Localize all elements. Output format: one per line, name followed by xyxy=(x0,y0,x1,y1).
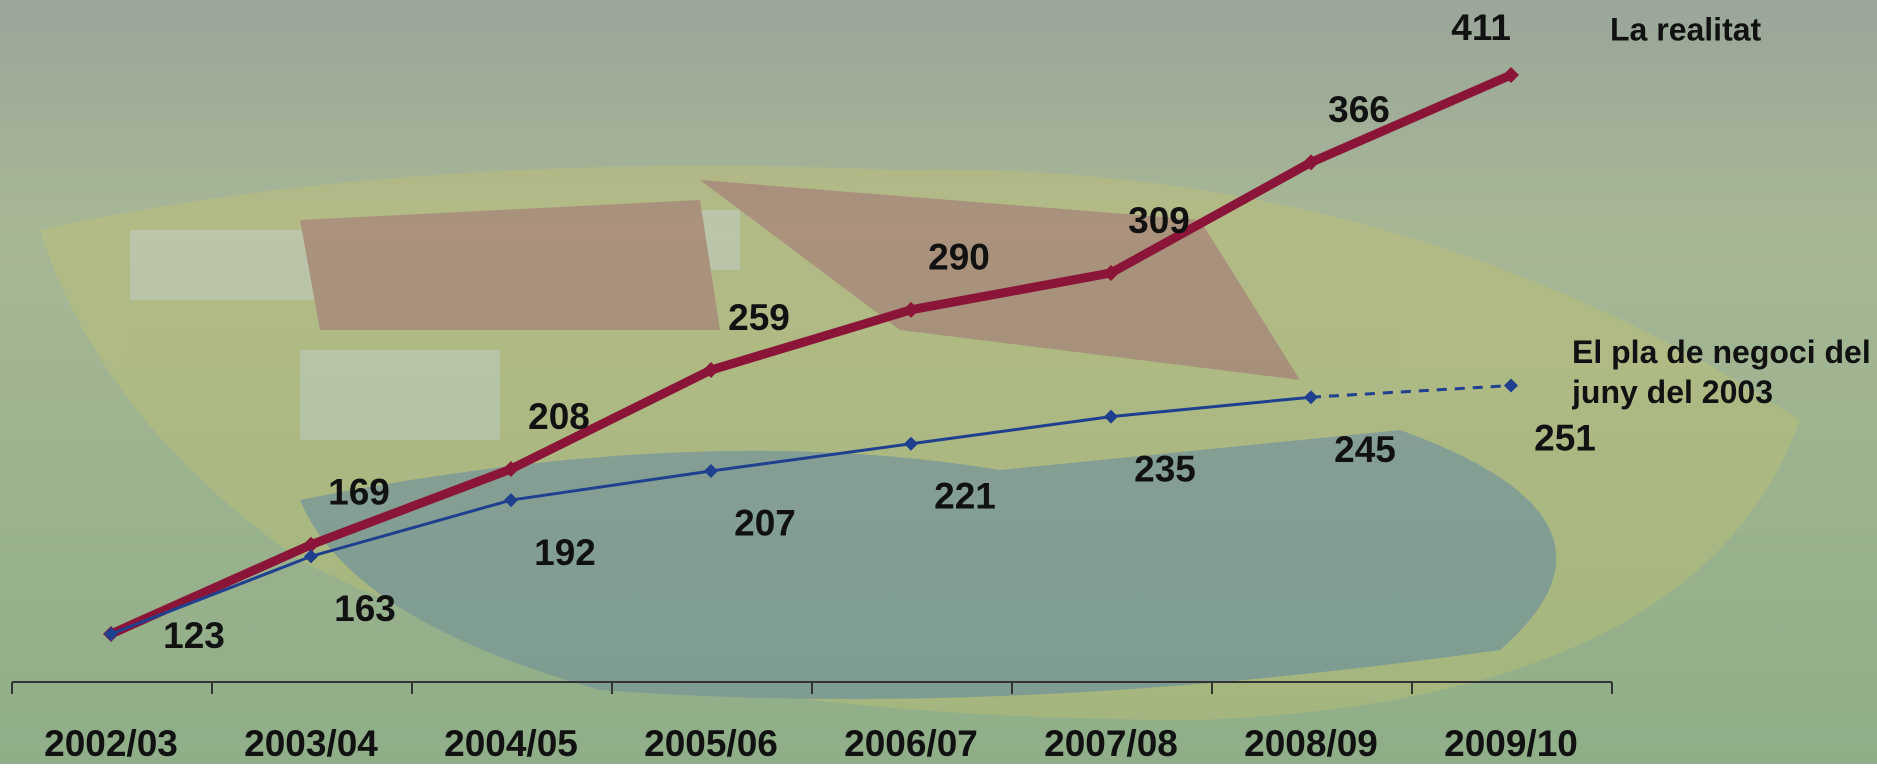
data-label: 251 xyxy=(1534,417,1596,458)
series-name: La realitat xyxy=(1610,11,1762,47)
data-label: 290 xyxy=(928,237,990,278)
data-label: 192 xyxy=(534,532,596,573)
marker xyxy=(1104,409,1118,424)
series-line xyxy=(109,70,1513,639)
x-tick-label: 2008/09 xyxy=(1244,723,1378,764)
data-label: 123 xyxy=(163,615,225,656)
data-label: 207 xyxy=(734,503,796,544)
marker xyxy=(1303,154,1319,171)
data-label: 235 xyxy=(1134,448,1196,489)
marker xyxy=(1103,264,1119,281)
data-label: 221 xyxy=(934,476,996,517)
data-label: 245 xyxy=(1334,429,1396,470)
x-tick-label: 2007/08 xyxy=(1044,723,1178,764)
marker xyxy=(503,461,519,478)
data-label: 208 xyxy=(528,396,590,437)
marker xyxy=(303,536,319,553)
marker xyxy=(1304,390,1318,405)
x-tick-label: 2006/07 xyxy=(844,723,978,764)
x-tick-label: 2004/05 xyxy=(444,723,578,764)
marker xyxy=(704,463,718,478)
marker xyxy=(304,549,318,564)
series-name-box: El pla de negoci del juny del 2003 xyxy=(1572,334,1871,410)
x-tick-label: 2003/04 xyxy=(244,723,378,764)
data-label: 366 xyxy=(1328,89,1390,130)
data-label: 259 xyxy=(728,297,790,338)
data-label: 163 xyxy=(334,588,396,629)
x-tick-label: 2002/03 xyxy=(44,723,178,764)
data-label: 309 xyxy=(1128,200,1190,241)
marker xyxy=(1504,378,1518,393)
marker xyxy=(1503,67,1519,83)
marker xyxy=(904,436,918,451)
marker xyxy=(504,493,518,508)
series-line-dashed xyxy=(1310,384,1512,399)
marker xyxy=(903,301,919,318)
data-label: 411 xyxy=(1451,7,1511,48)
marker xyxy=(104,627,118,641)
x-tick-label: 2009/10 xyxy=(1444,723,1578,764)
marker xyxy=(703,362,719,379)
data-label: 169 xyxy=(328,471,390,512)
series-name: El pla de negoci del juny del 2003 xyxy=(1572,334,1871,410)
x-tick-label: 2005/06 xyxy=(644,723,778,764)
